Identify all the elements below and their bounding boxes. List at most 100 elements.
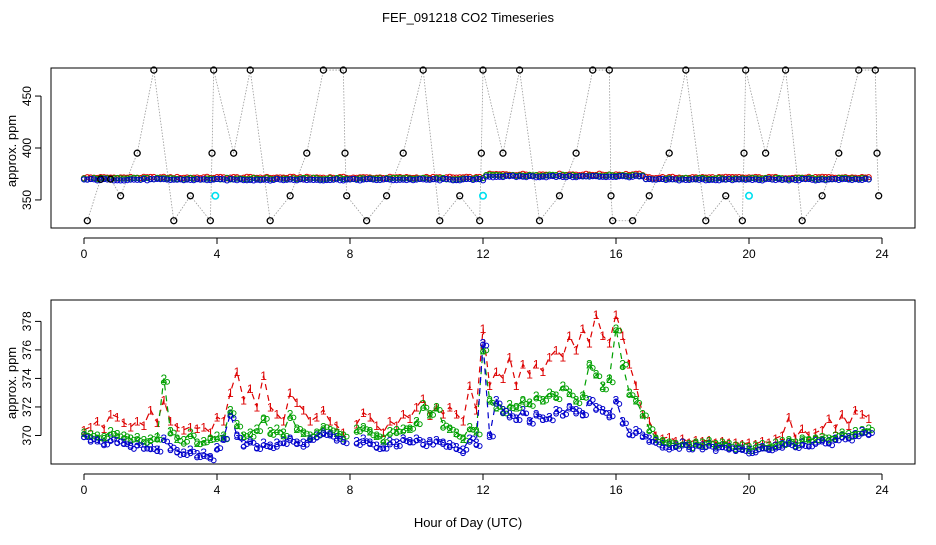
series-3-marker: 3: [127, 439, 134, 453]
series-3-marker: 3: [845, 430, 852, 444]
reference-point: [186, 192, 195, 200]
series-3-point: [137, 176, 144, 183]
reference-connector: [342, 70, 346, 154]
series-3-circle: [293, 440, 300, 447]
series-3-circle: [669, 444, 676, 451]
series-3-point: [772, 176, 779, 184]
reference-point: [555, 192, 564, 200]
series-2-point: [403, 175, 410, 182]
series-3-marker: 3: [533, 408, 540, 422]
series-3-circle: [453, 446, 460, 453]
series-3-circle: [250, 439, 257, 446]
series-2-marker: 2: [686, 438, 693, 452]
series-2-marker: 2: [426, 408, 433, 422]
reference-connector: [745, 69, 767, 154]
series-2-marker: 2: [94, 429, 101, 443]
series-3-circle: [204, 453, 210, 460]
bottom-y-tick-label: 376: [20, 340, 34, 360]
series-2-marker: 2: [320, 420, 327, 434]
series-3-marker: 3: [792, 439, 799, 453]
series-3-marker: 3: [639, 429, 646, 443]
series-3-circle: [104, 441, 111, 448]
series-3-circle: [762, 445, 769, 452]
reference-point: [479, 66, 487, 74]
reference-point: [835, 149, 843, 157]
series-1-marker: 1: [819, 423, 826, 437]
series-3-point: [403, 176, 410, 184]
series-3-marker: 3: [659, 438, 666, 452]
top-y-tick-label: 400: [20, 138, 34, 158]
series-3-point: [762, 176, 769, 183]
series-3-marker: 3: [134, 438, 141, 452]
series-2-circle: [533, 395, 540, 402]
series-2-circle: [463, 437, 470, 444]
series-3-point: [223, 177, 231, 184]
series-2-marker: 2: [234, 418, 241, 432]
series-2-circle: [250, 433, 257, 440]
series-3-point: [529, 173, 536, 180]
series-3-point: [174, 176, 181, 183]
series-3-point: [636, 173, 643, 180]
series-3-point: [416, 175, 423, 183]
bottom-y-tick-label: 374: [20, 368, 34, 388]
series-2-circle: [510, 405, 516, 411]
series-2-circle: [410, 425, 417, 432]
series-2-circle: [789, 438, 796, 445]
series-1-point: [556, 170, 563, 177]
series-2-marker: 2: [287, 408, 294, 422]
series-3-circle: [370, 441, 377, 448]
series-3-point: [725, 175, 733, 183]
reference-connector: [519, 70, 540, 221]
series-2-marker: 2: [626, 386, 633, 400]
series-3-point: [326, 176, 334, 184]
series-3-circle: [702, 444, 709, 451]
series-3-point: [702, 177, 709, 184]
bottom-frame: [50, 299, 916, 465]
series-3-point: [699, 176, 706, 183]
series-3-point: [436, 177, 443, 184]
series-3-marker: 3: [307, 432, 314, 446]
series-1-marker: 1: [712, 436, 719, 450]
series-3-marker: 3: [566, 400, 573, 414]
reference-connector: [86, 179, 102, 221]
series-3-circle: [154, 448, 161, 454]
series-3-circle: [752, 449, 759, 456]
series-3-circle: [643, 433, 649, 440]
series-3-point: [559, 173, 566, 181]
series-2-circle: [154, 436, 161, 443]
series-1-marker: 1: [400, 408, 407, 422]
series-3-circle: [749, 450, 756, 457]
series-3-point: [217, 175, 224, 183]
series-2-point: [749, 174, 756, 182]
series-2-marker: 2: [160, 372, 167, 386]
series-3-point: [775, 176, 783, 183]
series-3-point: [602, 173, 610, 181]
series-1-marker: 1: [327, 415, 334, 429]
reference-point: [106, 175, 115, 183]
bottom-y-axis-label: approx. ppm: [4, 347, 19, 419]
series-3-point: [406, 176, 413, 183]
series-3-circle: [832, 437, 839, 443]
series-3-marker: 3: [712, 440, 719, 454]
series-3-point: [287, 176, 294, 183]
reference-point: [343, 192, 351, 200]
series-3-point: [260, 176, 267, 183]
series-3-point: [277, 176, 284, 183]
series-3-marker: 3: [579, 408, 586, 422]
series-3-point: [443, 175, 450, 183]
series-2-circle: [506, 404, 513, 411]
series-3-circle: [510, 413, 516, 419]
series-2-circle: [353, 429, 360, 435]
series-3-point: [805, 175, 812, 183]
series-3-point: [745, 176, 753, 183]
series-3-point: [220, 176, 227, 183]
series-3-point: [689, 176, 696, 183]
series-2-circle: [283, 432, 290, 439]
series-3-point: [712, 177, 719, 184]
series-3-point: [599, 173, 606, 180]
series-3-circle: [546, 415, 553, 422]
series-2-marker: 2: [832, 429, 839, 443]
series-3-point: [356, 177, 364, 184]
reference-connector: [610, 195, 614, 221]
series-3-circle: [107, 438, 114, 445]
